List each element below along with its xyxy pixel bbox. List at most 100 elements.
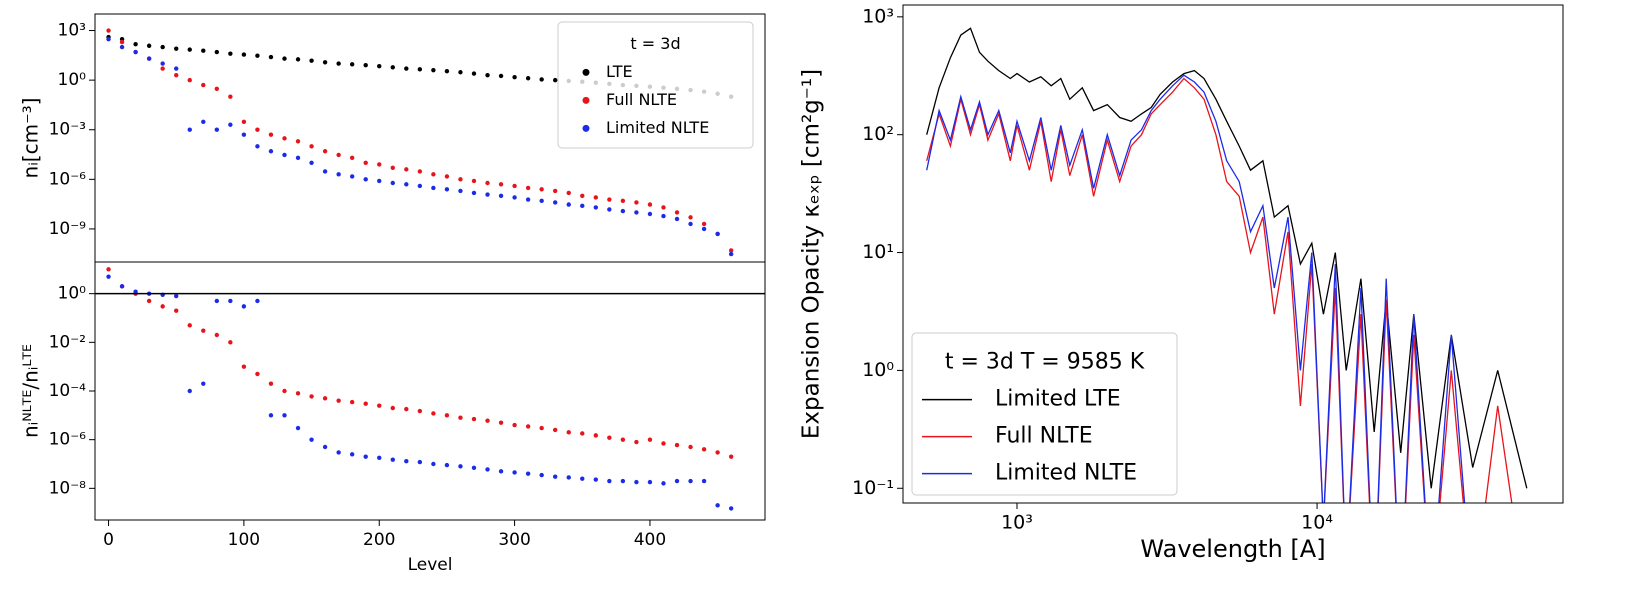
data-point bbox=[174, 46, 179, 51]
legend-box bbox=[557, 21, 754, 149]
data-point bbox=[309, 437, 314, 442]
data-point bbox=[471, 465, 477, 470]
data-point bbox=[647, 437, 653, 442]
data-point bbox=[214, 298, 220, 304]
data-point bbox=[119, 39, 125, 45]
data-point bbox=[485, 192, 490, 197]
data-point bbox=[228, 340, 233, 345]
data-point bbox=[404, 66, 409, 71]
data-point bbox=[146, 43, 152, 48]
y-axis-label: nᵢᴺᴸᵀᴱ/nᵢᴸᵀᴱ bbox=[19, 344, 43, 438]
data-point bbox=[444, 413, 450, 418]
y-tick-label: 10⁰ bbox=[862, 359, 894, 381]
data-point bbox=[214, 86, 220, 91]
data-point bbox=[539, 425, 544, 431]
data-point bbox=[309, 144, 314, 149]
data-point bbox=[471, 71, 477, 76]
data-point bbox=[119, 284, 125, 289]
data-point bbox=[417, 169, 423, 174]
axes-frame bbox=[94, 261, 766, 521]
data-point bbox=[363, 401, 368, 406]
data-point bbox=[661, 441, 666, 446]
data-point bbox=[498, 73, 504, 79]
data-point bbox=[715, 503, 720, 508]
data-point bbox=[661, 213, 666, 219]
data-point bbox=[187, 388, 192, 394]
plot-area bbox=[106, 267, 734, 511]
data-point bbox=[146, 298, 152, 304]
data-point bbox=[187, 77, 192, 83]
legend-label: Limited NLTE bbox=[995, 461, 1137, 486]
data-point bbox=[688, 444, 693, 450]
data-point bbox=[377, 403, 382, 408]
y-tick-label: 10⁻⁸ bbox=[49, 478, 87, 498]
data-point bbox=[160, 61, 165, 66]
legend-marker bbox=[582, 68, 590, 76]
legend-label: Full NLTE bbox=[995, 424, 1093, 449]
data-point bbox=[282, 388, 287, 394]
x-axis-label: Level bbox=[408, 555, 453, 575]
data-point bbox=[228, 298, 233, 304]
data-point bbox=[214, 332, 220, 338]
data-point bbox=[201, 48, 206, 53]
data-point bbox=[607, 197, 612, 202]
data-point bbox=[295, 57, 301, 62]
data-point bbox=[512, 422, 517, 428]
data-point bbox=[268, 413, 274, 418]
data-point bbox=[701, 447, 707, 452]
data-point bbox=[634, 200, 639, 205]
data-point bbox=[322, 60, 328, 65]
data-point bbox=[634, 439, 639, 445]
data-point bbox=[458, 415, 463, 420]
data-point bbox=[390, 165, 395, 170]
data-point bbox=[580, 431, 585, 436]
data-point bbox=[485, 467, 490, 472]
data-point bbox=[309, 394, 314, 399]
data-point bbox=[336, 61, 341, 66]
data-point bbox=[295, 155, 301, 161]
data-point bbox=[634, 210, 639, 215]
data-point bbox=[295, 139, 301, 144]
legend-label: LTE bbox=[606, 62, 633, 81]
data-point bbox=[417, 459, 423, 465]
plot-area bbox=[106, 28, 734, 257]
x-tick-label: 0 bbox=[103, 530, 114, 550]
data-point bbox=[444, 462, 450, 468]
data-point bbox=[390, 405, 395, 411]
data-point bbox=[201, 328, 206, 333]
data-point bbox=[322, 169, 328, 174]
data-point bbox=[431, 67, 436, 73]
data-point bbox=[417, 67, 423, 72]
data-point bbox=[580, 203, 585, 209]
data-point bbox=[106, 267, 111, 272]
data-point bbox=[688, 478, 693, 484]
data-point bbox=[458, 464, 463, 469]
legend-label: Limited NLTE bbox=[606, 118, 709, 137]
data-point bbox=[349, 452, 355, 457]
data-point bbox=[539, 77, 544, 82]
data-point bbox=[498, 182, 504, 187]
data-point bbox=[282, 56, 287, 61]
data-point bbox=[228, 94, 233, 99]
data-point bbox=[525, 424, 531, 429]
data-point bbox=[539, 187, 544, 192]
data-point bbox=[322, 149, 328, 154]
data-point bbox=[458, 177, 463, 182]
data-point bbox=[241, 132, 247, 137]
y-tick-label: 10³ bbox=[862, 5, 894, 27]
data-point bbox=[512, 470, 517, 475]
data-point bbox=[688, 221, 693, 227]
data-point bbox=[404, 406, 409, 412]
data-point bbox=[553, 77, 558, 83]
y-tick-label: 10⁻³ bbox=[49, 120, 86, 140]
data-point bbox=[322, 396, 328, 401]
y-tick-label: 10² bbox=[862, 123, 894, 145]
data-point bbox=[512, 183, 517, 189]
data-point bbox=[458, 188, 463, 194]
data-point bbox=[133, 49, 138, 55]
data-point bbox=[580, 476, 585, 481]
data-point bbox=[268, 132, 274, 137]
data-point bbox=[106, 28, 111, 33]
data-point bbox=[444, 187, 450, 192]
